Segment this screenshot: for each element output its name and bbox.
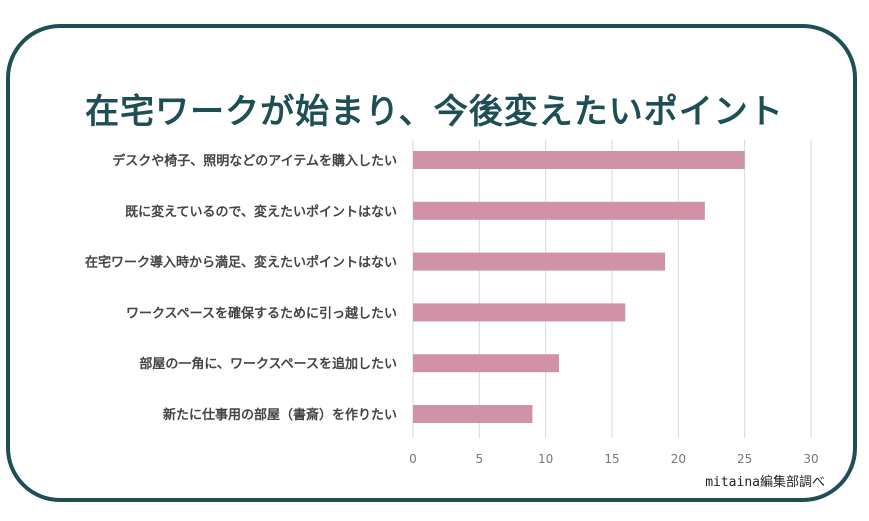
bar xyxy=(413,252,666,271)
bar xyxy=(413,201,705,220)
x-tick-label: 15 xyxy=(604,452,619,466)
gridlines xyxy=(412,140,812,438)
category-labels: デスクや椅子、照明などのアイテムを購入したい既に変えているので、変えたいポイント… xyxy=(85,153,397,423)
x-tick-label: 30 xyxy=(803,452,818,466)
x-tick-labels: 0 5 10 15 20 25 30 xyxy=(409,452,818,466)
category-label: ワークスペースを確保するために引っ越したい xyxy=(126,305,397,321)
chart-title: 在宅ワークが始まり、今後変えたいポイント xyxy=(85,92,784,132)
bar xyxy=(413,151,745,169)
x-tick-label: 10 xyxy=(538,452,553,466)
x-tick-label: 5 xyxy=(476,452,484,466)
bar xyxy=(413,303,626,322)
bar xyxy=(413,405,533,423)
bars xyxy=(413,151,745,423)
category-label: 既に変えているので、変えたいポイントはない xyxy=(125,204,397,220)
x-tick-label: 25 xyxy=(737,452,752,466)
x-tick-label: 20 xyxy=(671,452,686,466)
source-note: mitaina編集部調べ xyxy=(705,475,825,490)
bar xyxy=(413,354,559,373)
category-label: デスクや椅子、照明などのアイテムを購入したい xyxy=(112,153,397,169)
category-label: 新たに仕事用の部屋（書斎）を作りたい xyxy=(163,407,397,423)
x-tick-label: 0 xyxy=(409,452,417,466)
category-label: 部屋の一角に、ワークスペースを追加したい xyxy=(139,356,397,372)
category-label: 在宅ワーク導入時から満足、変えたいポイントはない xyxy=(85,255,397,271)
